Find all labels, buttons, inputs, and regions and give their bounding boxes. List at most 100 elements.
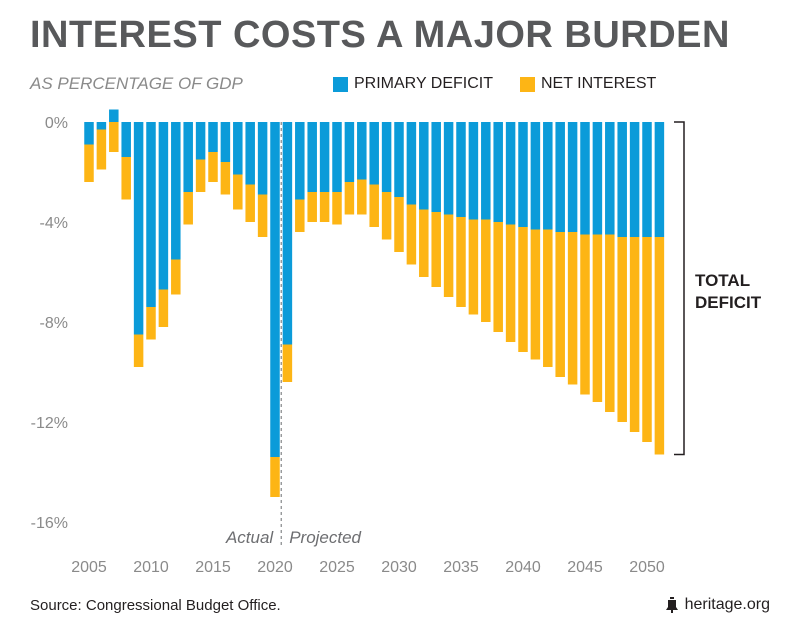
- bar-primary-deficit: [468, 122, 479, 220]
- bar-net-interest: [518, 227, 528, 352]
- bar-primary-deficit: [257, 122, 268, 195]
- x-tick-label: 2050: [629, 559, 665, 576]
- bar-net-interest: [84, 144, 94, 182]
- bar-net-interest: [282, 344, 293, 382]
- bar-primary-deficit: [319, 122, 330, 192]
- bar-primary-deficit: [133, 122, 144, 335]
- bar-primary-deficit: [245, 122, 255, 185]
- bar-primary-deficit: [617, 122, 627, 237]
- bar-primary-deficit: [295, 122, 305, 200]
- bar-net-interest: [369, 184, 379, 227]
- x-tick-label: 2025: [319, 559, 355, 576]
- legend-interest: NET INTEREST: [520, 75, 656, 93]
- bar-primary-deficit: [530, 122, 541, 230]
- bar-primary-deficit: [282, 122, 293, 345]
- brand-label: heritage.org: [684, 596, 770, 613]
- bar-net-interest: [183, 192, 193, 225]
- bar-primary-deficit: [195, 122, 206, 160]
- bar-net-interest: [642, 237, 652, 442]
- bar-primary-deficit: [394, 122, 404, 197]
- bar-net-interest: [332, 192, 342, 225]
- bar-primary-deficit: [344, 122, 355, 182]
- bar-primary-deficit: [220, 122, 231, 162]
- bar-net-interest: [592, 234, 603, 402]
- y-tick-label: -16%: [31, 515, 68, 532]
- total-deficit-bracket: [674, 121, 685, 456]
- bar-primary-deficit: [357, 122, 367, 180]
- source-note: Source: Congressional Budget Office.: [30, 597, 281, 614]
- bar-primary-deficit: [369, 122, 379, 185]
- bar-primary-deficit: [555, 122, 565, 232]
- bar-primary-deficit: [146, 122, 156, 307]
- chart-title: INTEREST COSTS A MAJOR BURDEN: [30, 14, 730, 56]
- x-tick-label: 2040: [505, 559, 541, 576]
- bar-net-interest: [295, 199, 305, 232]
- bar-primary-deficit: [605, 122, 615, 235]
- bar-net-interest: [307, 192, 317, 222]
- liberty-bell-icon: [665, 597, 678, 613]
- bar-net-interest: [555, 232, 565, 377]
- bar-net-interest: [629, 237, 640, 432]
- bar-net-interest: [319, 192, 330, 222]
- x-tick-label: 2015: [195, 559, 231, 576]
- bar-net-interest: [406, 204, 417, 265]
- bar-primary-deficit: [592, 122, 603, 235]
- total-deficit-line2: DEFICIT: [695, 293, 762, 312]
- bar-net-interest: [493, 222, 503, 332]
- bar-primary-deficit: [171, 122, 181, 260]
- bar-primary-deficit: [493, 122, 503, 222]
- legend-primary-swatch: [333, 76, 348, 92]
- bar-net-interest: [617, 237, 627, 422]
- bar-primary-deficit: [332, 122, 342, 192]
- bar-primary-deficit: [307, 122, 317, 192]
- bar-net-interest: [580, 234, 590, 395]
- bar-primary-deficit: [381, 122, 392, 192]
- y-tick-label: -12%: [31, 415, 68, 432]
- bar-net-interest: [419, 209, 429, 277]
- bar-primary-deficit: [233, 122, 243, 175]
- brand: heritage.org: [665, 596, 770, 614]
- bar-net-interest: [245, 184, 255, 222]
- bar-primary-deficit: [629, 122, 640, 237]
- bar-primary-deficit: [518, 122, 528, 227]
- chart-subtitle: AS PERCENTAGE OF GDP: [30, 74, 243, 93]
- bar-primary-deficit: [456, 122, 466, 217]
- bar-net-interest: [109, 122, 119, 152]
- projected-label: Projected: [289, 528, 361, 547]
- legend-interest-label: NET INTEREST: [541, 75, 657, 92]
- x-tick-label: 2010: [133, 559, 169, 576]
- bar-primary-deficit: [443, 122, 454, 215]
- bar-net-interest: [146, 307, 156, 340]
- bar-net-interest: [381, 192, 392, 240]
- bar-net-interest: [96, 129, 107, 170]
- bar-primary-deficit: [183, 122, 193, 192]
- bar-net-interest: [344, 182, 355, 215]
- bar-net-interest: [158, 289, 169, 327]
- bar-primary-deficit: [481, 122, 491, 220]
- x-tick-label: 2020: [257, 559, 293, 576]
- x-tick-label: 2045: [567, 559, 603, 576]
- bar-net-interest: [567, 232, 578, 385]
- bar-net-interest: [195, 159, 206, 192]
- y-tick-label: -4%: [40, 215, 68, 232]
- bar-primary-deficit: [270, 122, 280, 457]
- bar-net-interest: [257, 194, 268, 237]
- bar-primary-deficit: [208, 122, 218, 152]
- bar-net-interest: [505, 224, 516, 342]
- bar-net-interest: [456, 217, 466, 307]
- x-tick-label: 2035: [443, 559, 479, 576]
- legend-primary-label: PRIMARY DEFICIT: [354, 75, 493, 92]
- bar-net-interest: [530, 229, 541, 360]
- bar-net-interest: [431, 212, 441, 287]
- bar-primary-deficit: [431, 122, 441, 212]
- legend-interest-swatch: [520, 76, 535, 92]
- bar-net-interest: [443, 214, 454, 297]
- total-deficit-label: TOTAL DEFICIT: [695, 270, 761, 314]
- x-tick-label: 2030: [381, 559, 417, 576]
- total-deficit-line1: TOTAL: [695, 271, 751, 290]
- bar-primary-deficit: [642, 122, 652, 237]
- bar-net-interest: [121, 157, 131, 200]
- bar-primary-deficit: [654, 122, 665, 237]
- bar-net-interest: [220, 162, 231, 195]
